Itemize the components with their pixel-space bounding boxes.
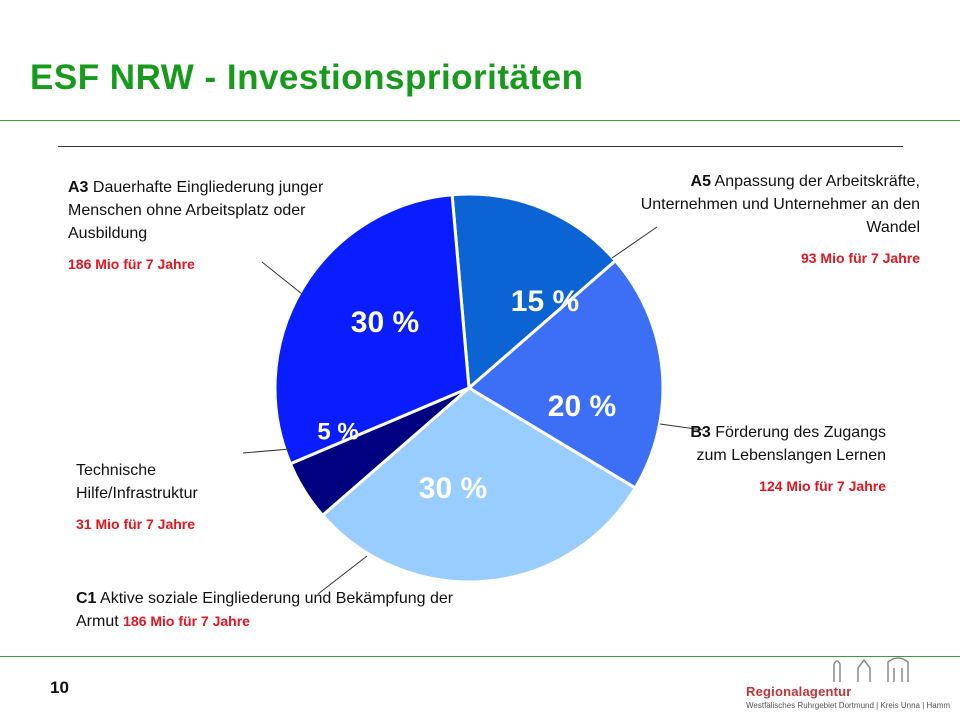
- logo-subtitle: Westfälisches Ruhrgebiet Dortmund | Krei…: [746, 701, 951, 710]
- pie-slice-label-3: 30 %: [419, 472, 487, 505]
- pie-slice-label-4: 5 %: [317, 418, 358, 445]
- leader-line-a3: [261, 261, 303, 295]
- label-a5: A5 Anpassung der Arbeitskräfte, Unterneh…: [600, 170, 920, 270]
- chart-top-rule: [58, 146, 903, 147]
- leader-line-th: [242, 448, 291, 454]
- pie-slice-2: [467, 259, 665, 490]
- pie-slice-3: [321, 386, 637, 584]
- page-number: 10: [50, 678, 69, 697]
- label-a3: A3 Dauerhafte Eingliederung junger Mensc…: [68, 176, 353, 276]
- pie-slice-label-1: 15 %: [511, 285, 579, 318]
- pie-slice-1: [450, 192, 617, 390]
- leader-line-a5: [611, 226, 658, 259]
- pie-slice-5: [273, 193, 471, 466]
- amount-b3: 124 Mio für 7 Jahre: [759, 478, 886, 494]
- amount-technische-hilfe: 31 Mio für 7 Jahre: [76, 516, 196, 532]
- label-technische-hilfe: Technische Hilfe/Infrastruktur 31 Mio fü…: [76, 459, 256, 536]
- pie-slice-label-5: 30 %: [351, 306, 419, 339]
- page-title: ESF NRW - Investionsprioritäten: [30, 58, 584, 97]
- footer-divider: [0, 656, 960, 657]
- amount-a5: 93 Mio für 7 Jahre: [800, 250, 920, 266]
- amount-c1: 186 Mio für 7 Jahre: [123, 613, 250, 629]
- amount-a3: 186 Mio für 7 Jahre: [68, 256, 195, 272]
- logo-name: Regionalagentur: [746, 684, 852, 699]
- label-b3: B3 Förderung des Zugangs zum Lebenslange…: [664, 421, 886, 498]
- leader-line-c1: [317, 555, 368, 595]
- leader-line-b3: [659, 423, 704, 431]
- logo-emblem: [833, 657, 909, 682]
- pie-slice-label-2: 20 %: [548, 390, 616, 423]
- title-divider: [0, 120, 960, 121]
- regionalagentur-logo: Regionalagentur Westfälisches Ruhrgebiet…: [738, 654, 950, 714]
- label-c1: C1 Aktive soziale Eingliederung und Bekä…: [76, 590, 454, 630]
